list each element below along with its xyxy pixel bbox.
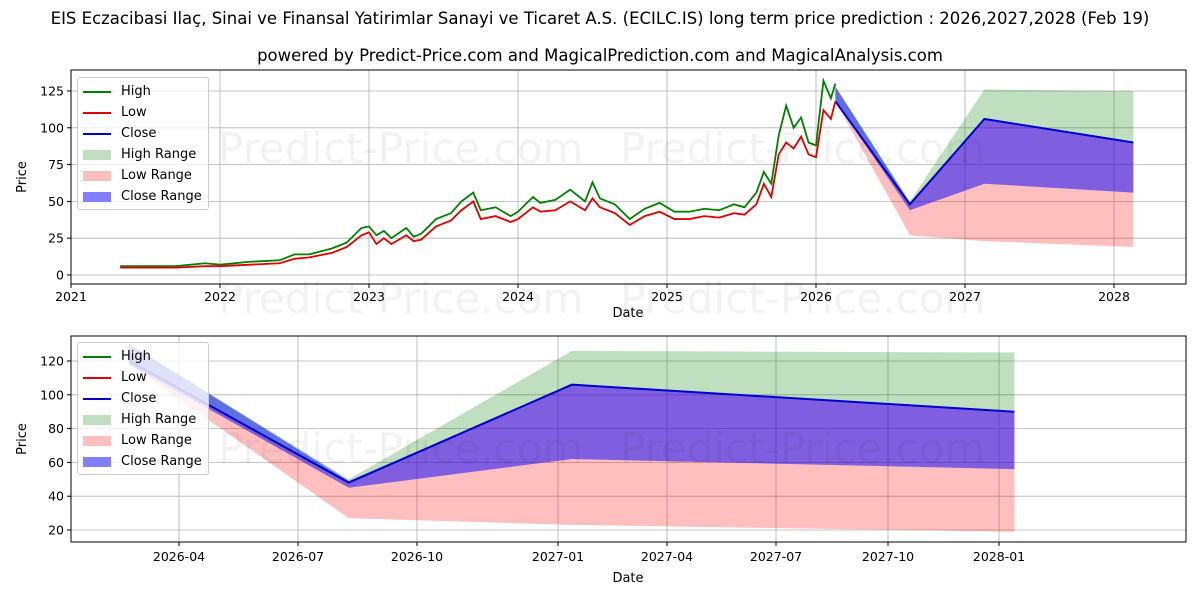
legend-label: Close Range [121,189,202,204]
legend-swatch [83,435,111,446]
svg-text:2027-04: 2027-04 [641,549,693,564]
svg-text:Price: Price [15,423,30,455]
chart-title: EIS Eczacibasi Ilaç, Sinai ve Finansal Y… [50,9,1150,28]
svg-text:100: 100 [40,120,64,135]
svg-text:Price: Price [15,161,30,193]
watermark: Predict-Price.com [620,124,986,173]
legend-item-high: High [83,81,202,102]
svg-text:100: 100 [40,387,64,402]
svg-text:2027-10: 2027-10 [862,549,914,564]
watermark: Predict-Price.com [620,274,986,323]
legend-label: Close [121,126,157,141]
svg-text:2027-07: 2027-07 [750,549,802,564]
legend-item-high-range: High Range [83,144,202,165]
legend-item-low: Low [83,367,202,388]
legend-label: Low Range [121,168,192,183]
svg-text:2027-01: 2027-01 [532,549,584,564]
svg-text:Date: Date [612,571,643,586]
legend-swatch [83,149,111,160]
legend-item-close-range: Close Range [83,186,202,207]
legend-item-high-range: High Range [83,409,202,430]
svg-text:Date: Date [612,306,643,321]
watermark: Predict-Price.com [620,424,986,473]
legend-label: Low Range [121,433,192,448]
svg-text:20: 20 [48,523,64,538]
legend-label: High Range [121,412,197,427]
svg-text:2025: 2025 [651,289,683,304]
legend-swatch [83,397,111,400]
legend-label: Low [121,370,147,385]
legend-label: Low [121,105,147,120]
legend-item-close-range: Close Range [83,451,202,472]
legend-swatch [83,132,111,135]
svg-text:40: 40 [48,489,64,504]
svg-text:2021: 2021 [55,289,87,304]
svg-text:2026: 2026 [800,289,832,304]
watermark: Predict-Price.com [218,124,584,173]
legend-label: High [121,84,151,99]
legend-bottom: High Low Close High Range Low Range Close Ran… [77,342,209,475]
legend-swatch [83,170,111,181]
watermark: Predict-Price.com [218,424,584,473]
svg-text:25: 25 [48,231,64,246]
legend-label: High Range [121,147,197,162]
svg-text:2026-10: 2026-10 [391,549,443,564]
legend-top: High Low Close High Range Low Range Close Ran… [77,77,209,210]
legend-item-high: High [83,346,202,367]
svg-text:2028: 2028 [1098,289,1130,304]
chart-subtitle: powered by Predict-Price.com and Magical… [257,46,943,65]
legend-swatch [83,90,111,93]
legend-swatch [83,376,111,379]
svg-text:125: 125 [40,84,64,99]
svg-text:50: 50 [48,194,64,209]
legend-swatch [83,111,111,114]
legend-item-low: Low [83,102,202,123]
legend-item-low-range: Low Range [83,165,202,186]
svg-text:2024: 2024 [502,289,534,304]
legend-item-low-range: Low Range [83,430,202,451]
legend-item-close: Close [83,388,202,409]
legend-swatch [83,456,111,467]
svg-text:2023: 2023 [353,289,385,304]
svg-text:2026-04: 2026-04 [153,549,205,564]
legend-label: Close Range [121,454,202,469]
svg-text:75: 75 [48,157,64,172]
svg-text:120: 120 [40,354,64,369]
svg-text:80: 80 [48,421,64,436]
svg-text:60: 60 [48,455,64,470]
svg-text:2026-07: 2026-07 [272,549,324,564]
legend-swatch [83,355,111,358]
svg-text:0: 0 [56,268,64,283]
watermark: Predict-Price.com [218,274,584,323]
legend-label: High [121,349,151,364]
legend-swatch [83,191,111,202]
svg-text:2027: 2027 [949,289,981,304]
legend-item-close: Close [83,123,202,144]
legend-swatch [83,414,111,425]
svg-text:2022: 2022 [204,289,236,304]
svg-text:2028-01: 2028-01 [973,549,1025,564]
legend-label: Close [121,391,157,406]
